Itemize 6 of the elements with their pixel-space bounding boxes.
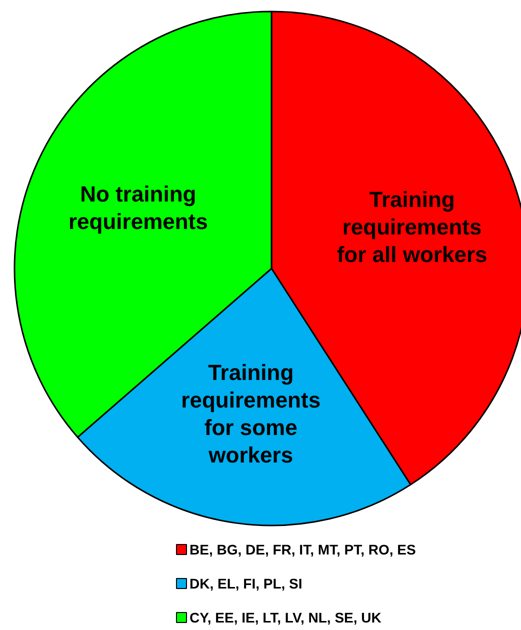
text: Training requirements for all workers: [336, 187, 488, 268]
legend-label: DK, EL, FI, PL, SI: [190, 576, 302, 592]
legend-label: CY, EE, IE, LT, LV, NL, SE, UK: [190, 610, 382, 626]
text: Training requirements for some workers: [181, 360, 321, 468]
text: No training requirements: [68, 182, 208, 234]
legend-label: BE, BG, DE, FR, IT, MT, PT, RO, ES: [190, 542, 416, 558]
